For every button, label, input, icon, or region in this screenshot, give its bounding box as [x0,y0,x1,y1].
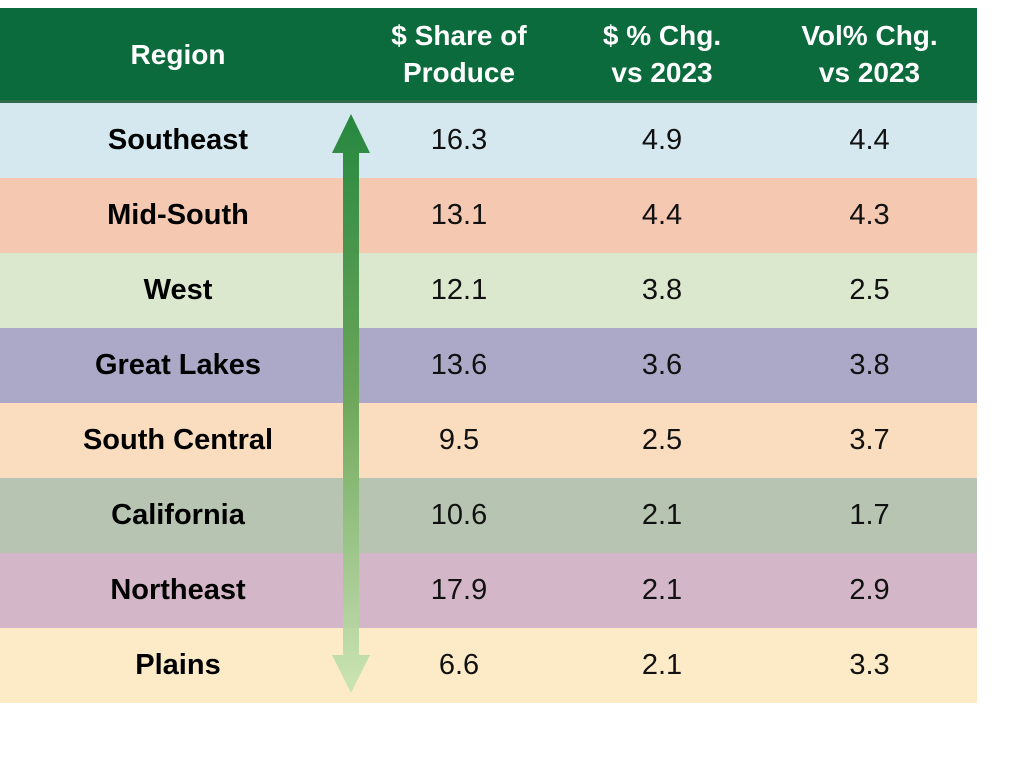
column-header-vol-pct-chg-label: Vol% Chg. vs 2023 [801,20,938,88]
column-header-share-of-produce-label: $ Share of Produce [391,20,527,88]
dollar-pct-chg-cell: 2.1 [641,574,683,606]
table-header-row: Region $ Share of Produce $ % Chg. vs 20… [0,8,977,103]
column-header-share-of-produce: $ Share of Produce [356,8,562,100]
vol-pct-chg-cell: 3.7 [849,424,890,456]
column-header-region: Region [0,8,356,100]
share-of-produce-cell: 13.1 [430,199,488,231]
dollar-pct-chg-cell: 4.4 [641,199,683,231]
vol-pct-chg-cell: 2.5 [849,274,890,306]
table-row: Great Lakes 13.6 3.6 3.8 [0,328,977,403]
table-body: Southeast 16.3 4.9 4.4 Mid-South 13.1 4.… [0,103,977,703]
dollar-pct-chg-cell: 3.6 [641,349,683,381]
region-cell: Plains [135,649,221,681]
share-of-produce-cell: 12.1 [430,274,488,306]
vol-pct-chg-cell: 4.3 [849,199,890,231]
vol-pct-chg-cell: 3.3 [849,649,890,681]
table-row: Southeast 16.3 4.9 4.4 [0,103,977,178]
share-of-produce-cell: 17.9 [430,574,488,606]
table-row: Plains 6.6 2.1 3.3 [0,628,977,703]
region-cell: Northeast [110,574,246,606]
dollar-pct-chg-cell: 2.5 [641,424,683,456]
region-cell: Mid-South [107,199,249,231]
table-row: Mid-South 13.1 4.4 4.3 [0,178,977,253]
vol-pct-chg-cell: 2.9 [849,574,890,606]
dollar-pct-chg-cell: 4.9 [641,124,683,156]
dollar-pct-chg-cell: 2.1 [641,649,683,681]
dollar-pct-chg-cell: 2.1 [641,499,683,531]
region-cell: California [111,499,245,531]
column-header-dollar-pct-chg-label: $ % Chg. vs 2023 [602,20,722,88]
table-row: Northeast 17.9 2.1 2.9 [0,553,977,628]
vol-pct-chg-cell: 4.4 [849,124,890,156]
share-of-produce-cell: 16.3 [430,124,488,156]
column-header-dollar-pct-chg: $ % Chg. vs 2023 [562,8,762,100]
vol-pct-chg-cell: 1.7 [849,499,890,531]
share-of-produce-cell: 10.6 [430,499,488,531]
region-cell: Southeast [107,124,249,156]
dollar-pct-chg-cell: 3.8 [641,274,683,306]
table-row: California 10.6 2.1 1.7 [0,478,977,553]
table-row: South Central 9.5 2.5 3.7 [0,403,977,478]
column-header-vol-pct-chg: Vol% Chg. vs 2023 [762,8,977,100]
region-performance-table: Region $ Share of Produce $ % Chg. vs 20… [0,8,977,703]
column-header-region-label: Region [130,38,226,70]
share-of-produce-cell: 9.5 [438,424,480,456]
share-of-produce-cell: 13.6 [430,349,488,381]
share-of-produce-cell: 6.6 [438,649,480,681]
region-cell: South Central [82,424,274,456]
table-row: West 12.1 3.8 2.5 [0,253,977,328]
vol-pct-chg-cell: 3.8 [849,349,890,381]
region-cell: Great Lakes [94,349,262,381]
region-cell: West [143,274,213,306]
